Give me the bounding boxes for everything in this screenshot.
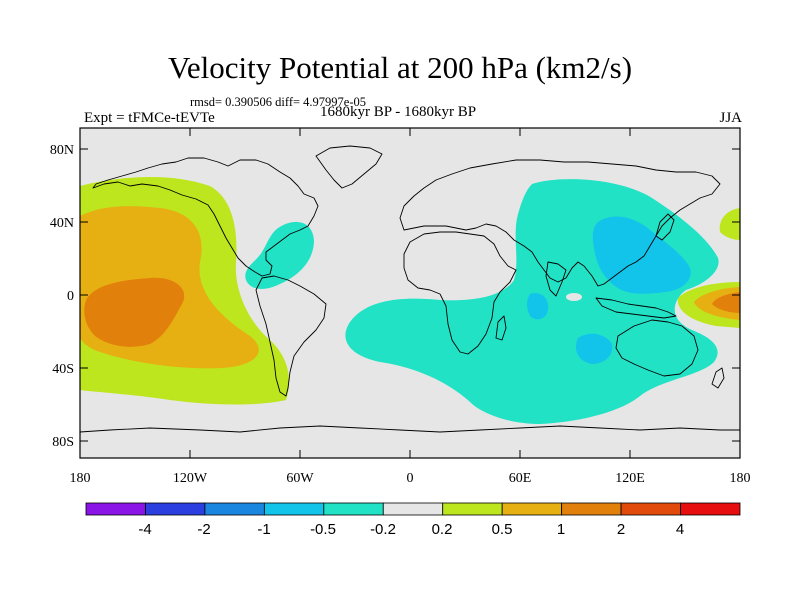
colorbar-box [501, 502, 563, 516]
colorbar-label: -0.2 [370, 521, 396, 538]
lat-tick-label: 40N [50, 216, 74, 231]
colorbar-label: 1 [557, 521, 565, 538]
stats-label: rmsd= 0.390506 diff= 4.97997e-05 [190, 95, 367, 109]
coastlines [80, 145, 740, 433]
coast-south-america [255, 275, 327, 397]
lat-tick-label: 40S [52, 362, 74, 377]
coast-antarctica [80, 425, 740, 433]
contour-westpac-1 [712, 292, 740, 313]
colorbar-label: 0.2 [432, 521, 453, 538]
colorbar-box [85, 502, 146, 516]
lon-tick-label: 60W [286, 471, 314, 486]
lat-tick-marks [80, 148, 740, 442]
colorbar-labels: -4 -2 -1 -0.5 -0.2 0.2 0.5 1 2 4 [138, 521, 684, 538]
coast-madagascar [495, 315, 507, 341]
colorbar-box [680, 502, 741, 516]
chart-title: Velocity Potential at 200 hPa (km2/s) [167, 50, 633, 85]
coast-africa [403, 231, 517, 355]
coast-japan [655, 213, 675, 241]
lon-tick-label: 120E [615, 471, 645, 486]
lon-tick-label: 180 [730, 471, 751, 486]
contour-indian-core3 [527, 292, 549, 320]
lon-tick-marks [79, 128, 741, 458]
contour-fields [80, 176, 740, 424]
colorbar-label: 2 [617, 521, 625, 538]
coast-north-america [92, 157, 319, 277]
contour-indian-core2 [575, 333, 613, 364]
lat-tick-labels: 80N 40N 0 40S 80S [50, 143, 74, 450]
colorbar-box [145, 502, 206, 516]
colorbar-box [561, 502, 622, 516]
lon-tick-labels: 180 120W 60W 0 60E 120E 180 [70, 471, 751, 486]
lon-tick-label: 180 [70, 471, 91, 486]
colorbar-label: -0.5 [310, 521, 336, 538]
colorbar-box [442, 502, 503, 516]
colorbar-box [263, 502, 325, 516]
period-label: 1680kyr BP - 1680kyr BP [320, 104, 477, 120]
coast-indonesia [595, 297, 677, 319]
colorbar-box [204, 502, 265, 516]
colorbar-label: 0.5 [492, 521, 513, 538]
coast-europe-asia [399, 159, 721, 287]
contour-atlantic-neg [245, 221, 314, 289]
contour-indian-hole [566, 293, 582, 301]
coast-india [545, 261, 567, 297]
lon-tick-label: 120W [173, 471, 208, 486]
lat-tick-label: 80S [52, 435, 74, 450]
coast-newzealand [711, 367, 725, 389]
colorbar-box [382, 502, 444, 516]
lat-tick-label: 0 [67, 289, 74, 304]
lat-tick-label: 80N [50, 143, 74, 158]
coast-greenland [315, 145, 383, 189]
lon-tick-label: 60E [509, 471, 532, 486]
coast-australia [615, 319, 699, 377]
colorbar-box [620, 502, 681, 516]
colorbar-label: -2 [197, 521, 210, 538]
colorbar-box [323, 502, 384, 516]
experiment-label: Expt = tFMCe-tEVTe [84, 110, 215, 126]
season-label: JJA [719, 110, 742, 126]
colorbar-label: 4 [676, 521, 684, 538]
lon-tick-label: 0 [407, 471, 414, 486]
colorbar-label: -4 [138, 521, 151, 538]
contour-npac-0.2 [719, 208, 740, 240]
colorbar [85, 502, 741, 516]
colorbar-label: -1 [257, 521, 270, 538]
contour-pacific-1 [84, 277, 185, 347]
